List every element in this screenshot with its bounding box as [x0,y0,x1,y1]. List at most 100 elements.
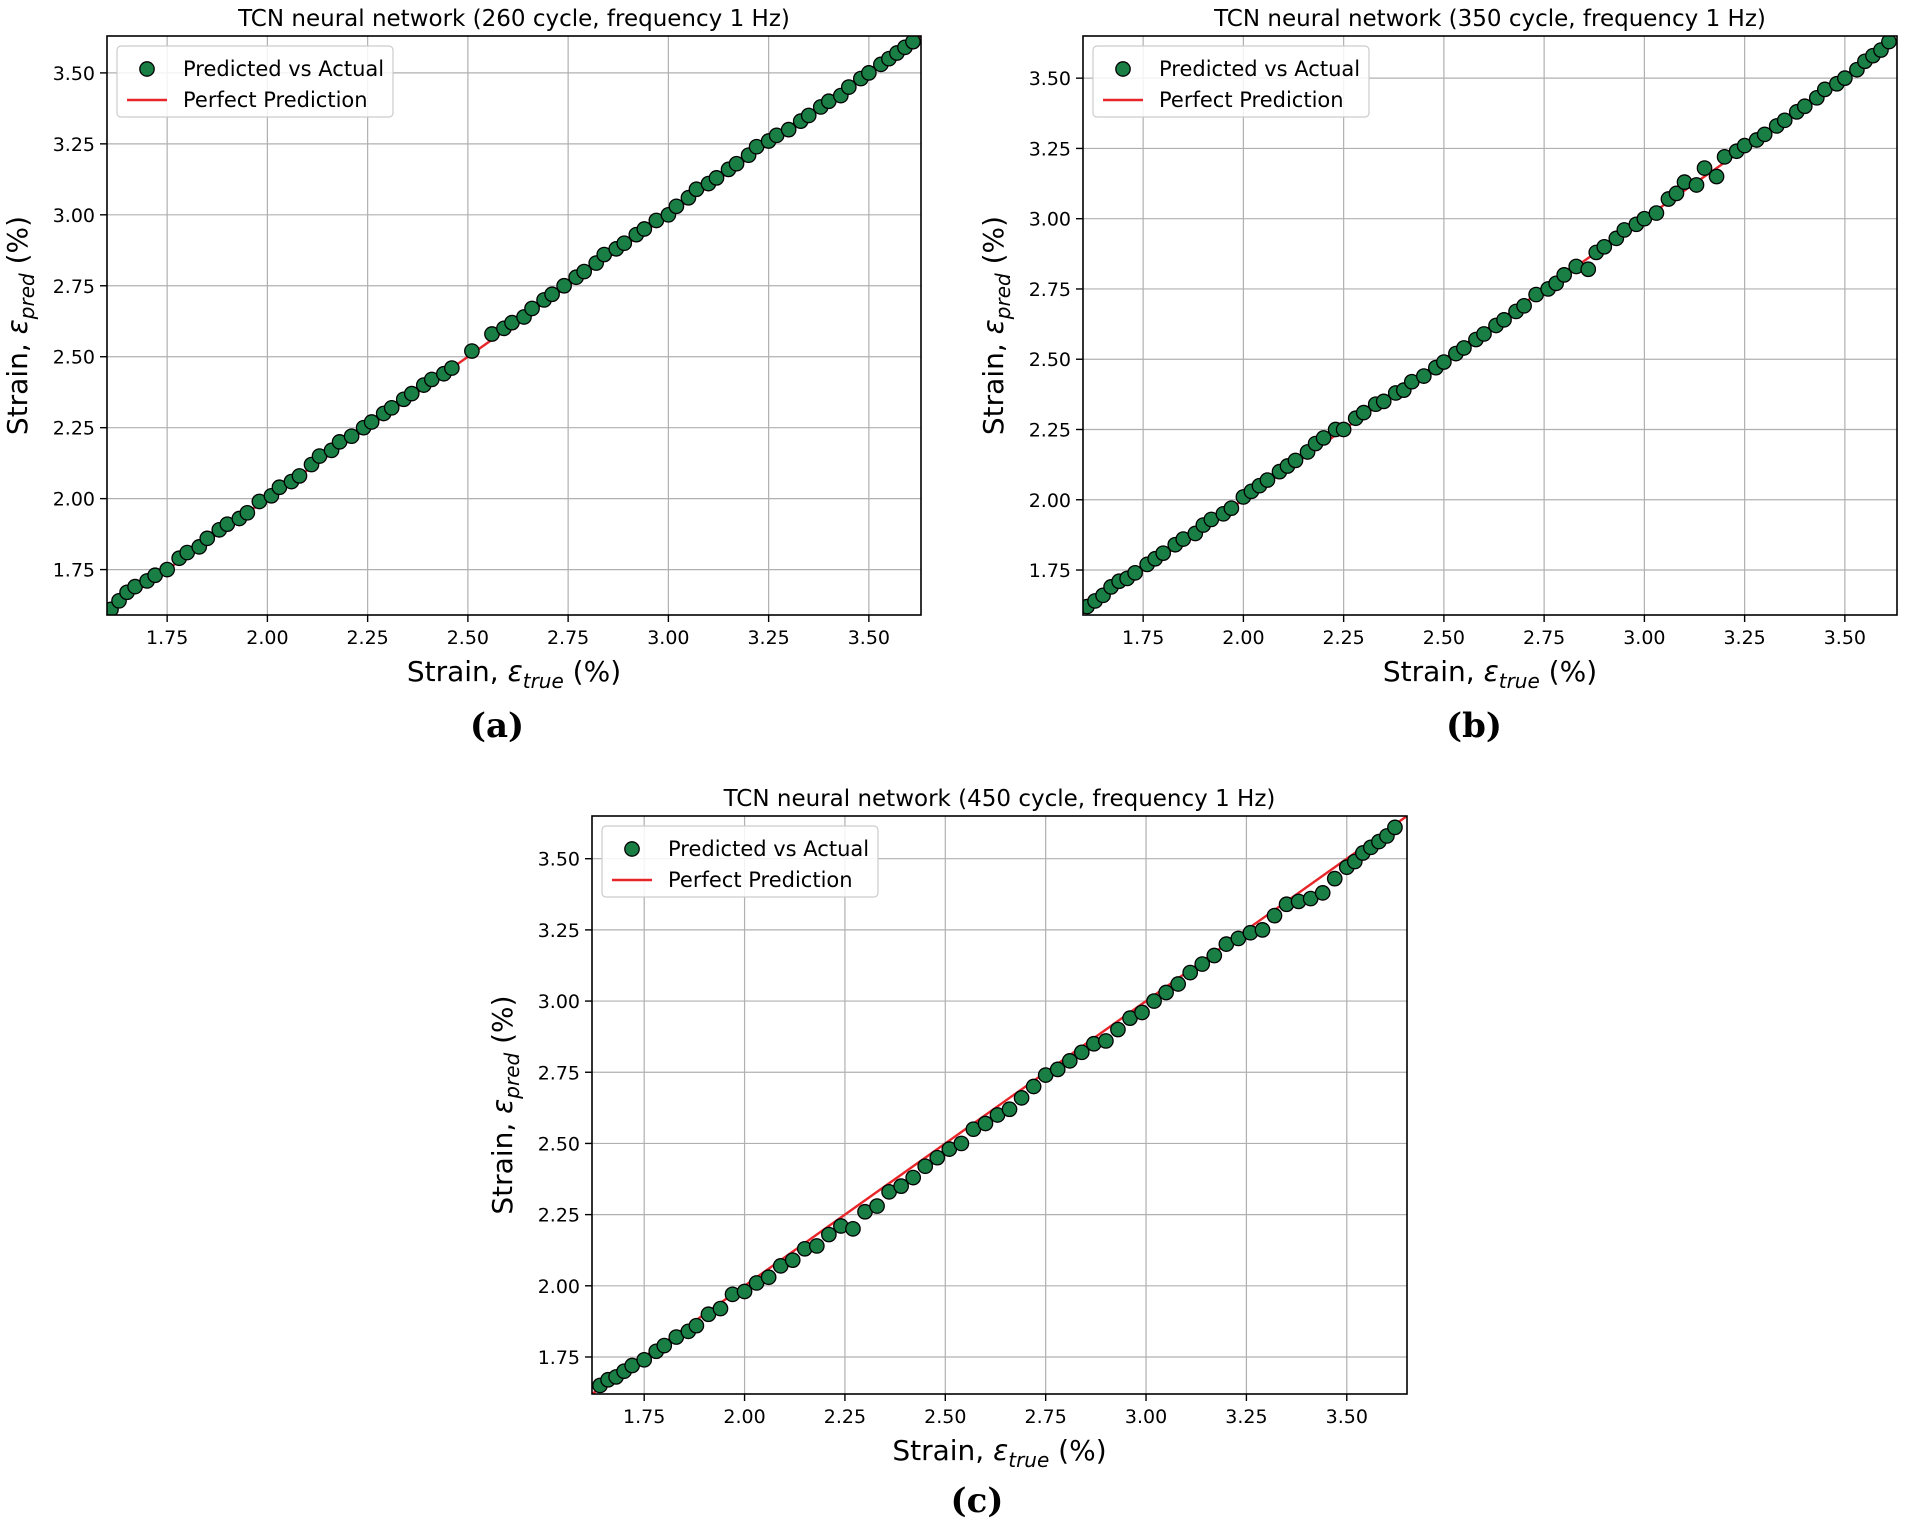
label-unit: (%) [486,995,519,1052]
x-tick-label: 2.25 [824,1406,866,1428]
scatter-point [1049,1061,1066,1078]
y-tick-label: 2.25 [1029,419,1071,441]
scatter-point [1496,312,1512,328]
legend: Predicted vs Actual Perfect Prediction [601,825,879,898]
legend-marker-scatter [139,61,155,77]
scatter-point [1182,964,1199,981]
x-tick-label: 2.75 [1025,1406,1067,1428]
chart-panel-c: 1.75 2.00 2.25 2.50 2.75 3.00 3.25 3.50 1.75 2.00… [486,786,1408,1521]
label-symbol: ε [486,1099,519,1114]
scatter-point [524,300,540,317]
scatter-point [1796,98,1813,115]
scatter-point [728,155,745,172]
x-tick-label: 2.50 [924,1406,966,1428]
scatter-point [712,1300,729,1317]
scatter-point [668,198,685,215]
y-tick-label: 2.25 [53,418,95,440]
legend-box [1092,45,1370,118]
scatter-points [1083,36,1897,615]
x-axis-label: Strain, εtrue (%) [892,1434,1106,1472]
x-tick-label: 3.25 [1723,627,1765,649]
scatter-point [556,277,572,294]
legend-marker-scatter [1115,61,1131,77]
x-tick-label: 3.00 [1125,1406,1167,1428]
y-tick-label: 1.75 [1029,560,1071,582]
y-tick-label: 2.50 [538,1133,580,1155]
scatter-point [905,1169,922,1186]
scatter-point [1025,1078,1042,1095]
legend-label-perfect: Perfect Prediction [1159,88,1344,112]
scatter-point [821,1226,837,1243]
scatter-point [1073,1044,1090,1061]
scatter-point [544,286,560,303]
scatter-point [1170,976,1187,992]
scatter-point [1127,564,1143,581]
y-tick-label: 3.25 [1029,138,1071,160]
legend: Predicted vs Actual Perfect Prediction [1092,45,1370,118]
label-unit: (%) [977,216,1010,273]
scatter-point [1001,1101,1018,1118]
scatter-point [1375,393,1392,410]
chart-title: TCN neural network (260 cycle, frequency… [237,6,790,32]
scatter-point [1837,70,1853,87]
scatter-point [869,1198,885,1214]
scatter-point [159,561,175,578]
scatter-point [1456,340,1472,356]
y-axis-label: Strain, εpred (%) [1,216,39,435]
label-unit: (%) [1540,655,1597,688]
label-unit: (%) [564,655,621,688]
y-tick-label: 2.75 [538,1062,580,1084]
label-unit: (%) [1049,1434,1106,1467]
label-symbol: ε [1484,655,1499,688]
y-tick-label: 3.25 [53,134,95,156]
scatter-point [1158,984,1174,1001]
scatter-point [1556,267,1573,283]
panel-label: (b) [1446,706,1502,746]
y-tick-label: 3.50 [53,63,95,85]
label-subscript: pred [500,1052,524,1099]
scatter-point [1580,261,1597,278]
x-tick-label: 3.00 [1623,627,1665,649]
scatter-point [1314,885,1331,901]
y-tick-label: 2.75 [1029,279,1071,301]
scatter-point [363,414,380,430]
scatter-point [656,1337,673,1354]
x-tick-label: 2.00 [1222,627,1264,649]
label-subscript: true [1499,669,1540,693]
x-tick-label: 3.25 [747,627,789,649]
scatter-point [1315,430,1332,446]
label-subscript: true [1008,1448,1049,1472]
scatter-point [1287,452,1304,469]
x-tick-label: 2.25 [1322,627,1364,649]
scatter-point [1335,421,1352,438]
scatter-point [688,1317,705,1334]
y-tick-label: 3.00 [53,205,95,227]
scatter-point [1098,1033,1114,1049]
label-main-text: Strain, [977,334,1010,435]
scatter-point [929,1149,946,1166]
label-symbol: ε [1,319,34,334]
chart-panel-b: 1.75 2.00 2.25 2.50 2.75 3.00 3.25 3.50 1.75 2.00… [977,6,1898,746]
scatter-point [1061,1053,1078,1069]
scatter-point [905,36,921,50]
y-tick-label: 3.25 [538,920,580,942]
scatter-point [1516,297,1532,314]
x-axis-label: Strain, εtrue (%) [407,655,621,693]
scatter-point [576,263,593,280]
scatter-point [464,343,480,359]
scatter-point [800,107,817,124]
x-tick-label: 2.00 [723,1406,765,1428]
scatter-point [1155,545,1172,562]
legend-marker-scatter [624,841,640,857]
scatter-point [1266,907,1283,924]
chart-panel-a: 1.75 2.00 2.25 2.50 2.75 3.00 3.25 3.50 1.75 2.00… [1,6,922,746]
y-tick-label: 3.00 [538,991,580,1013]
scatter-point [1254,922,1271,938]
panel-label: (a) [470,706,524,746]
scatter-point [1013,1090,1030,1106]
x-tick-label: 2.00 [246,627,288,649]
scatter-point [708,170,725,186]
scatter-point [403,385,420,402]
y-tick-label: 2.50 [1029,349,1071,371]
scatter-point [917,1158,934,1175]
